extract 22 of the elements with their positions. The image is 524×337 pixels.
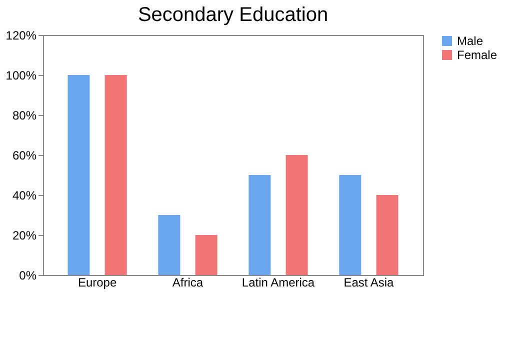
y-tick-label: 20% (12, 228, 37, 242)
bar (339, 175, 362, 275)
bar (195, 235, 218, 275)
bar (158, 215, 180, 275)
y-tick-label: 60% (12, 148, 37, 162)
bar (286, 155, 308, 275)
bar (376, 195, 398, 275)
x-tick-label: East Asia (344, 276, 394, 290)
y-tick-label: 120% (6, 28, 37, 42)
y-tick-label: 80% (12, 108, 37, 122)
bar (104, 75, 127, 275)
bar (248, 175, 271, 275)
legend-label: Male (457, 34, 484, 48)
legend-label: Female (457, 48, 498, 62)
x-tick-label: Europe (78, 276, 117, 290)
bar (68, 75, 90, 275)
chart-title: Secondary Education (138, 4, 328, 26)
x-tick-label: Latin America (242, 276, 315, 290)
y-tick-label: 40% (12, 188, 37, 202)
x-tick-label: Africa (172, 276, 204, 290)
y-tick-label: 100% (6, 68, 37, 82)
y-tick-label: 0% (19, 268, 37, 282)
